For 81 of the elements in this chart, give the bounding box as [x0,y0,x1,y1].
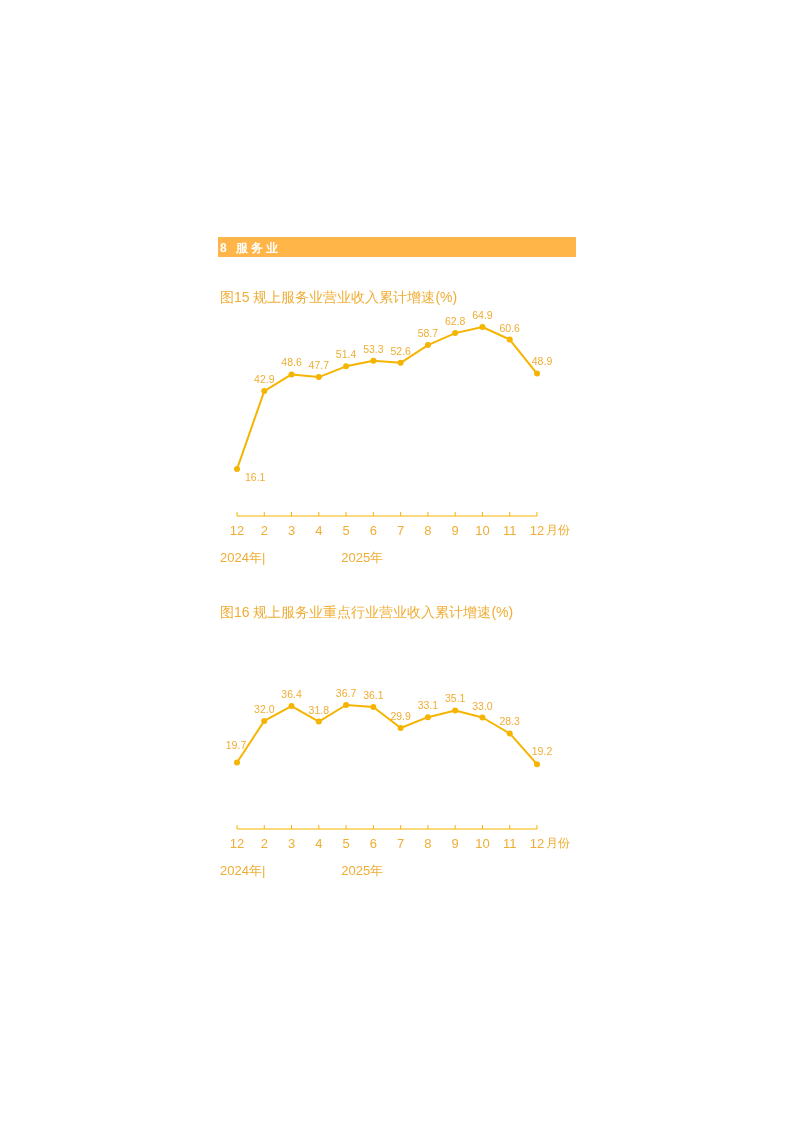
x-tick-label: 11 [502,523,517,538]
point [506,730,513,737]
data-label: 19.2 [531,745,553,758]
x-tick-label: 6 [369,836,377,851]
data-label: 33.0 [472,699,493,712]
data-label: 33.1 [417,699,439,712]
point [397,724,404,731]
x-tick-label: 7 [397,523,405,538]
x-tick-label: 10 [475,836,490,851]
point [479,324,486,330]
point [261,388,268,395]
x-tick-label: 7 [397,836,405,851]
point [288,703,295,710]
point [397,359,404,366]
point [424,342,431,349]
data-label: 53.3 [363,342,384,355]
x-tick-label: 10 [475,523,490,538]
text: 2025年 [341,863,384,878]
data-label: 47.7 [308,359,330,372]
data-label: 35.1 [444,692,466,705]
x-tick-label: 12 [529,523,545,538]
chart-title: 8 服务业 [220,241,282,255]
x-axis-title: 月份 [546,523,570,537]
point [370,357,377,364]
data-label: 32.0 [254,702,275,715]
data-label: 28.3 [499,715,521,728]
x-tick-label: 12 [529,836,545,851]
data-label: 29.9 [390,709,412,722]
data-label: 19.7 [225,739,247,752]
x-tick-label: 8 [424,523,432,538]
point [424,714,431,721]
text: 2024年| [220,550,266,565]
point [288,371,295,378]
x-tick-label: 9 [451,836,459,851]
chart-title: 图16 规上服务业重点行业营业收入累计增速(%) [220,604,514,620]
x-tick-label: 3 [287,836,296,851]
x-tick-label: 12 [229,836,245,851]
data-label: 62.8 [444,315,466,328]
x-tick-label: 4 [315,523,323,538]
data-label: 31.8 [308,703,330,716]
point [343,702,350,708]
point [261,717,268,724]
point [315,374,322,381]
data-label: 16.1 [245,471,266,484]
point [315,718,322,725]
x-tick-label: 11 [502,836,517,851]
point [452,707,459,714]
data-label: 48.6 [281,356,302,369]
chart-subtitle: 图15 规上服务业营业收入累计增速(%) [220,289,458,305]
text: 2025年 [341,550,384,565]
point [370,704,377,711]
data-label: 36.7 [335,687,357,699]
x-axis-title: 月份 [546,836,570,850]
point [234,466,240,473]
data-label: 64.9 [472,309,493,321]
data-label: 36.4 [281,688,302,701]
data-label: 58.7 [417,327,439,340]
text: 2024年| [220,863,266,878]
x-tick-label: 2 [260,836,268,851]
point [506,336,513,343]
point [534,370,540,377]
data-label: 60.6 [499,321,521,334]
x-tick-label: 3 [287,523,296,538]
data-label: 36.1 [363,689,384,702]
data-label: 52.6 [390,344,412,357]
x-tick-label: 2 [260,523,268,538]
x-tick-label: 8 [424,836,432,851]
x-tick-label: 5 [342,836,350,851]
point [479,714,486,721]
data-label: 48.9 [531,354,553,367]
point [343,363,350,370]
x-tick-label: 12 [229,523,245,538]
data-label: 51.4 [335,348,357,361]
x-tick-label: 6 [369,523,377,538]
x-tick-label: 5 [342,523,350,538]
x-tick-label: 4 [315,836,323,851]
point [234,759,240,766]
point [452,330,459,337]
point [534,761,540,768]
x-tick-label: 9 [451,523,459,538]
data-label: 42.9 [254,373,275,386]
